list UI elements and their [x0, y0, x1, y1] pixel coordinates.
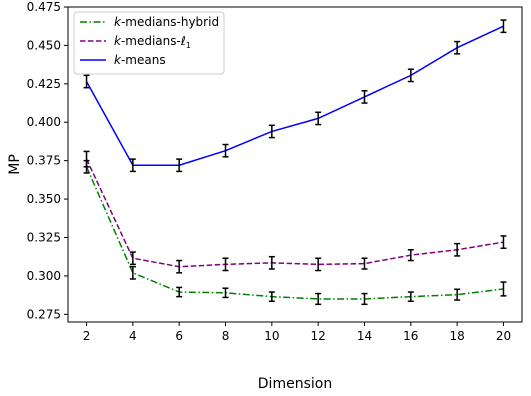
- error-bars-2: [83, 19, 507, 173]
- error-bar: [500, 235, 507, 249]
- error-bar: [222, 257, 229, 272]
- series-2: [85, 25, 504, 167]
- error-bar: [361, 257, 368, 270]
- error-bar: [315, 257, 322, 272]
- error-bar: [176, 158, 183, 173]
- y-tick-label: 0.325: [27, 230, 61, 244]
- error-bar: [407, 291, 414, 303]
- error-bar: [315, 111, 322, 126]
- x-tick-label: 14: [357, 329, 372, 343]
- error-bar: [83, 74, 90, 89]
- legend: k-medians-hybrid k-medians-ℓ1 k-means: [73, 11, 225, 75]
- legend-item: k-medians-ℓ1: [80, 34, 191, 50]
- legend-box: [73, 11, 225, 75]
- y-tick-label: 0.350: [27, 192, 61, 206]
- series-line: [85, 166, 504, 300]
- x-tick-label: 10: [264, 329, 279, 343]
- error-bar: [407, 68, 414, 83]
- x-tick-label: 20: [496, 329, 511, 343]
- x-tick-label: 12: [311, 329, 326, 343]
- series-line: [85, 25, 504, 167]
- y-tick-label: 0.400: [27, 115, 61, 129]
- y-tick-label: 0.450: [27, 38, 61, 52]
- series-0: [85, 166, 504, 300]
- x-tick-label: 8: [222, 329, 230, 343]
- y-axis: 0.275 0.300 0.325 0.350 0.375 0.400 0.425 0.450…: [27, 0, 68, 321]
- x-axis: 2 4 6 8 10 12 14 16 18 20: [83, 322, 511, 343]
- y-tick-label: 0.300: [27, 269, 61, 283]
- legend-label: k-medians-hybrid: [114, 15, 219, 29]
- error-bar: [222, 143, 229, 158]
- error-bar: [454, 242, 461, 257]
- error-bar: [315, 292, 322, 306]
- y-tick-label: 0.425: [27, 77, 61, 91]
- plot-frame: [67, 6, 523, 323]
- error-bar: [176, 286, 183, 298]
- series-line: [85, 158, 504, 268]
- error-bar: [361, 292, 368, 306]
- error-bar: [83, 150, 90, 168]
- x-tick-label: 6: [175, 329, 183, 343]
- x-tick-label: 4: [129, 329, 137, 343]
- series-1: [85, 158, 504, 268]
- error-bars-1: [83, 150, 507, 274]
- legend-label: k-medians-ℓ1: [114, 34, 191, 50]
- error-bar: [454, 288, 461, 301]
- y-tick-label: 0.375: [27, 154, 61, 168]
- legend-item: k-means: [80, 53, 166, 67]
- x-tick-label: 16: [403, 329, 418, 343]
- error-bar: [129, 251, 136, 266]
- error-bar: [222, 287, 229, 299]
- x-axis-label: Dimension: [258, 376, 332, 392]
- error-bar: [454, 40, 461, 55]
- error-bar: [407, 249, 414, 262]
- error-bars-0: [83, 159, 507, 306]
- error-bar: [176, 259, 183, 274]
- x-tick-label: 18: [450, 329, 465, 343]
- error-bar: [361, 89, 368, 104]
- legend-label: k-means: [114, 53, 166, 67]
- error-bar: [500, 281, 507, 297]
- error-bar: [268, 255, 275, 270]
- error-bar: [500, 19, 507, 34]
- y-tick-label: 0.275: [27, 307, 61, 321]
- error-bar: [268, 291, 275, 303]
- error-bar: [129, 158, 136, 173]
- error-bar: [268, 124, 275, 139]
- legend-item: k-medians-hybrid: [80, 15, 219, 29]
- y-axis-label: MP: [7, 154, 23, 175]
- error-bar: [129, 265, 136, 280]
- series-layer: [83, 19, 507, 306]
- y-tick-label: 0.475: [27, 0, 61, 14]
- x-tick-label: 2: [83, 329, 91, 343]
